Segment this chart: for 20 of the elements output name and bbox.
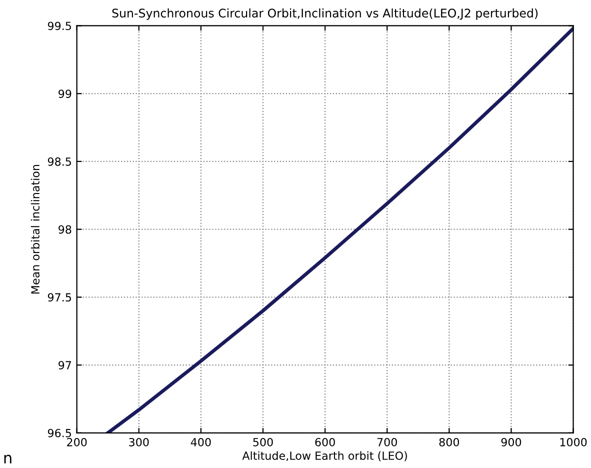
y-axis-title: Mean orbital inclination (30, 164, 40, 294)
y-tick-label: 97 (58, 361, 72, 370)
x-tick-label: 600 (315, 438, 335, 446)
x-tick-label: 400 (190, 438, 211, 446)
y-tick-label: 99.5 (48, 22, 71, 30)
x-tick-label: 500 (253, 438, 273, 446)
chart-title: Sun-Synchronous Circular Orbit,Inclination vs Altitude(LEO,J2 perturbed) (112, 8, 538, 20)
x-tick-label: 300 (129, 438, 149, 446)
y-tick-label: 97.5 (48, 293, 71, 302)
x-tick-label: 200 (67, 438, 87, 446)
x-tick-label: 800 (439, 438, 460, 446)
y-tick-label: 96.5 (48, 428, 71, 438)
x-tick-label: 1000 (560, 438, 587, 446)
y-tick-label: 99 (58, 90, 72, 98)
y-tick-label: 98.5 (48, 157, 71, 166)
y-tick-label: 98 (58, 225, 72, 234)
text: n (4, 454, 12, 464)
x-tick-label: 700 (377, 438, 397, 446)
x-tick-label: 900 (501, 438, 522, 446)
x-axis-title: Altitude,Low Earth orbit (LEO) (242, 451, 407, 462)
